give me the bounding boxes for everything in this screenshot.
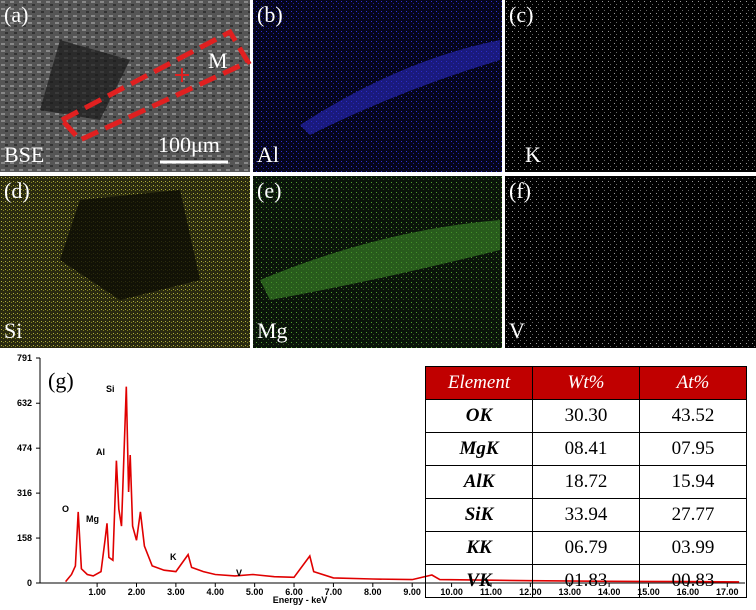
x-tick-label: 1.00 [88,587,106,597]
panel-label: (f) [509,178,531,203]
panel-label: (d) [4,178,30,203]
cell: 01.83 [532,564,640,598]
peak-label: K [170,552,177,562]
cell: 18.72 [532,465,640,499]
y-tick-label: 474 [17,443,32,453]
cell: 30.30 [532,399,640,433]
cell: AlK [425,465,533,499]
dark-region [40,40,130,120]
peak-label: Si [106,384,115,394]
cell: 00.83 [639,564,747,598]
x-tick-label: 9.00 [403,587,421,597]
cell: KK [425,531,533,565]
row: SiK 33.94 27.77 [425,498,747,532]
composition-table: Element Wt% At% OK 30.30 43.52 MgK 08.41 07.95 Al… [425,366,747,598]
marker-cross [175,68,189,82]
panel-element: Si [4,318,22,343]
cell: 33.94 [532,498,640,532]
x-tick-label: 4.00 [206,587,224,597]
y-tick-label: 158 [17,533,32,543]
panel-element: BSE [4,142,44,167]
y-tick-label: 0 [27,578,32,588]
row: MgK 08.41 07.95 [425,432,747,466]
row: AlK 18.72 15.94 [425,465,747,499]
y-tick-label: 791 [17,353,32,363]
header-cell: Element [425,366,533,400]
header-cell: Wt% [532,366,640,400]
panel-label: (a) [4,2,28,27]
region-box [57,28,252,144]
panel-element: K [525,142,541,167]
panel-label: (c) [509,2,533,27]
cell: SiK [425,498,533,532]
panels: 100μm M [0,0,756,348]
mg-band [260,220,500,300]
row: KK 06.79 03.99 [425,531,747,565]
panel-element: Mg [257,318,288,343]
cell: VK [425,564,533,598]
y-tick-label: 632 [17,398,32,408]
si-dark [60,190,200,300]
cell: 27.77 [639,498,747,532]
spectrum-line [64,386,740,583]
panel-element: Al [257,142,279,167]
x-tick-label: 2.00 [128,587,146,597]
row: OK 30.30 43.52 [425,399,747,433]
x-tick-label: 8.00 [364,587,382,597]
y-tick-label: 316 [17,488,32,498]
x-tick-label: 6.00 [285,587,303,597]
x-tick-label: 3.00 [167,587,185,597]
marker-label: M [208,48,228,73]
al-band [300,40,500,135]
panel-element: V [509,318,525,343]
cell: 06.79 [532,531,640,565]
chart-label: (g) [48,368,74,393]
scale-bar-label: 100μm [158,132,220,157]
cell: MgK [425,432,533,466]
x-tick-label: 5.00 [246,587,264,597]
cell: 07.95 [639,432,747,466]
k-map [505,0,756,172]
peak-label: V [236,568,242,578]
peak-label: Mg [86,514,99,524]
cell: 43.52 [639,399,747,433]
cell: 03.99 [639,531,747,565]
cell: OK [425,399,533,433]
peak-label: Al [96,447,105,457]
panel-label: (b) [257,2,283,27]
x-tick-label: 7.00 [325,587,343,597]
bse-image [0,0,250,172]
cell: 15.94 [639,465,747,499]
v-map [505,176,756,348]
x-axis-label: Energy - keV [273,595,328,605]
peak-label: O [62,504,69,514]
header-cell: At% [639,366,747,400]
row: VK 01.83 00.83 [425,564,747,598]
panel-label: (e) [257,178,281,203]
cell: 08.41 [532,432,640,466]
header-row: Element Wt% At% [425,366,747,400]
